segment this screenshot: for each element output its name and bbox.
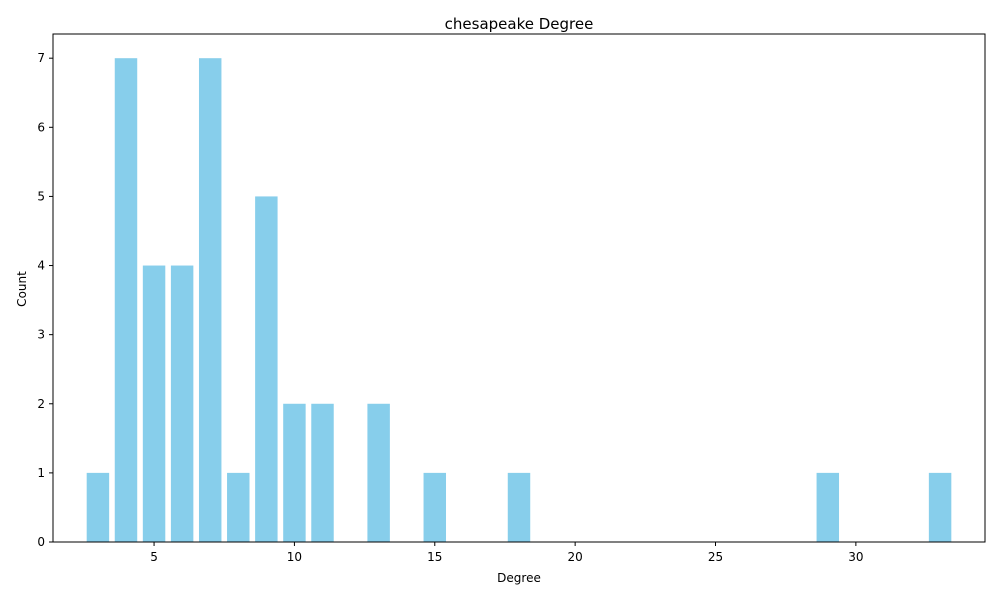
x-tick-label: 25 xyxy=(708,550,723,564)
bars-group xyxy=(86,58,952,543)
bar-degree-7 xyxy=(198,58,222,542)
x-tick-label: 20 xyxy=(568,550,583,564)
y-axis-label: Count xyxy=(15,271,29,307)
y-tick-label: 6 xyxy=(37,120,45,134)
bar-degree-29 xyxy=(816,472,840,542)
bar-degree-3 xyxy=(86,472,110,542)
bar-degree-15 xyxy=(423,472,447,542)
y-tick-label: 7 xyxy=(37,51,45,65)
y-tick-label: 3 xyxy=(37,328,45,342)
bar-degree-9 xyxy=(255,196,278,543)
y-tick-label: 5 xyxy=(37,189,45,203)
y-tick-label: 4 xyxy=(37,259,45,273)
bar-degree-10 xyxy=(283,403,306,542)
y-tick-label: 0 xyxy=(37,535,45,549)
bar-degree-11 xyxy=(311,403,334,542)
x-tick-label: 5 xyxy=(150,550,158,564)
plot-frame xyxy=(52,33,986,543)
x-axis-label: Degree xyxy=(497,571,541,585)
x-tick-label: 15 xyxy=(427,550,442,564)
bar-degree-6 xyxy=(170,265,194,542)
bar-degree-5 xyxy=(142,265,166,542)
y-tick-label: 2 xyxy=(37,397,45,411)
x-tick-label: 10 xyxy=(287,550,302,564)
bar-degree-33 xyxy=(928,472,952,542)
x-tick-label: 30 xyxy=(848,550,863,564)
y-axis-ticks: 0 1 2 3 4 5 6 7 xyxy=(37,51,53,549)
bar-degree-18 xyxy=(507,472,531,542)
chart-title: chesapeake Degree xyxy=(445,15,594,33)
y-tick-label: 1 xyxy=(37,466,45,480)
bar-degree-4 xyxy=(114,58,138,542)
bar-degree-13 xyxy=(367,403,390,542)
x-axis-ticks: 5 10 15 20 25 30 xyxy=(150,542,864,564)
bar-degree-8 xyxy=(227,472,250,542)
